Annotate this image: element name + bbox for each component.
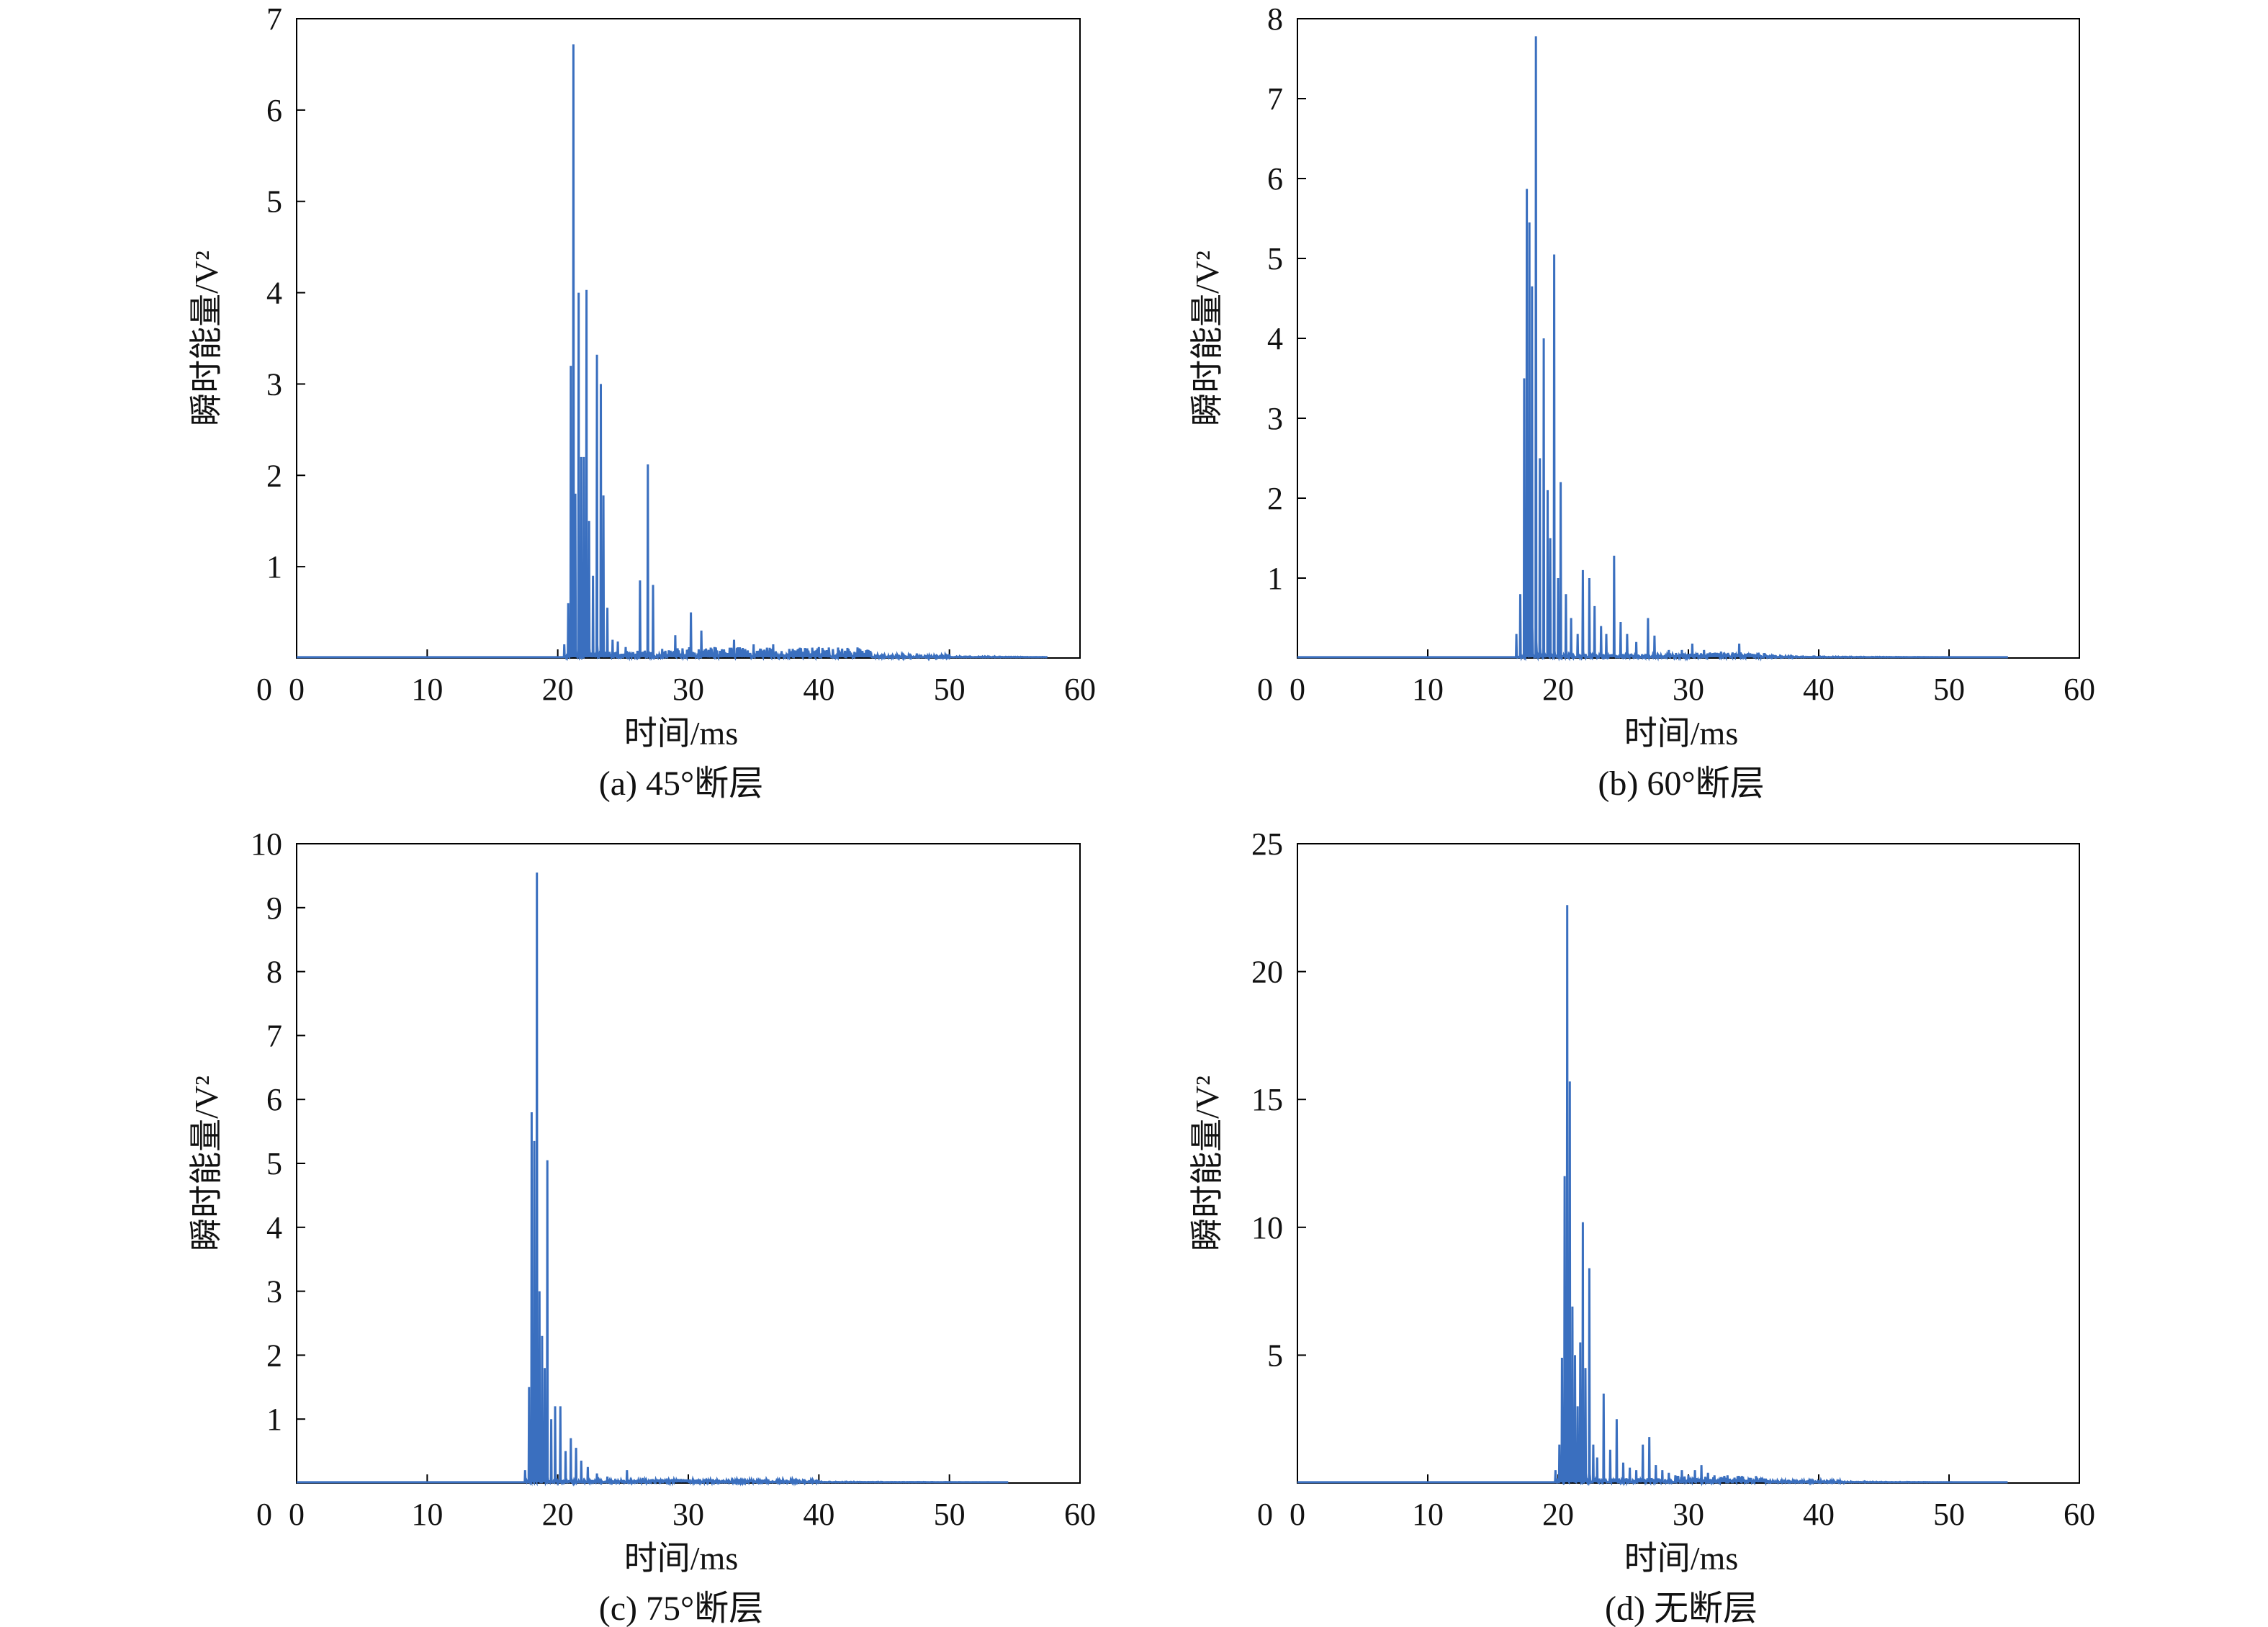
plot-frame xyxy=(1297,843,2080,1484)
x-tick-label: 50 xyxy=(934,1497,966,1532)
y-tick-label: 5 xyxy=(1267,1338,1283,1373)
y-origin-label: 0 xyxy=(256,672,272,707)
y-tick-label: 3 xyxy=(1267,401,1283,436)
y-axis-label: 瞬时能量/V² xyxy=(188,251,225,426)
y-origin-label: 0 xyxy=(256,1497,272,1532)
x-axis-label: 时间/ms xyxy=(624,1540,738,1577)
y-tick-label: 9 xyxy=(266,891,282,926)
x-tick-label: 20 xyxy=(1542,672,1574,707)
x-tick-label: 0 xyxy=(1290,672,1305,707)
y-tick-label: 4 xyxy=(266,1210,282,1245)
x-tick-label: 20 xyxy=(1542,1497,1574,1532)
y-tick-label: 6 xyxy=(1267,161,1283,197)
chart-panel-3: 0 10 20 30 40 50 60 0 1 2 3 4 5 6 7 8 9 10 时间/ms 瞬时能量/V² (c)… xyxy=(188,826,1096,1627)
y-tick-label: 25 xyxy=(1251,826,1283,862)
y-axis-label: 瞬时能量/V² xyxy=(188,1076,225,1251)
plot-frame xyxy=(296,843,1081,1484)
chart-panel-4: 0 10 20 30 40 50 60 0 5 10 15 20 25 时间/ms 瞬时能量/V² (d) 无… xyxy=(1189,826,2095,1627)
x-tick-label: 20 xyxy=(542,672,574,707)
y-tick-label: 3 xyxy=(266,1274,282,1310)
panel-caption: (b) 60°断层 xyxy=(1598,765,1764,803)
energy-series-line xyxy=(1297,36,2008,662)
x-tick-label: 30 xyxy=(672,672,704,707)
y-tick-label: 6 xyxy=(266,1082,282,1117)
x-tick-label: 30 xyxy=(1673,672,1704,707)
y-tick-label: 6 xyxy=(266,93,282,128)
y-tick-label: 5 xyxy=(1267,241,1283,276)
panel-caption: (c) 75°断层 xyxy=(599,1590,763,1627)
y-tick-label: 15 xyxy=(1251,1082,1283,1117)
y-origin-label: 0 xyxy=(1257,672,1273,707)
chart-panel-2: 0 10 20 30 40 50 60 0 1 2 3 4 5 6 7 8 时间/ms 瞬时能量/V² (b) 60… xyxy=(1189,1,2095,803)
x-tick-label: 60 xyxy=(2064,672,2095,707)
energy-series-line xyxy=(297,44,1048,662)
x-tick-label: 10 xyxy=(411,672,443,707)
y-tick-label: 5 xyxy=(266,184,282,220)
y-tick-label: 7 xyxy=(266,1,282,37)
y-tick-label: 7 xyxy=(1267,81,1283,117)
y-tick-label: 20 xyxy=(1251,955,1283,990)
x-axis-label: 时间/ms xyxy=(1624,1540,1738,1577)
x-tick-label: 60 xyxy=(2064,1497,2095,1532)
x-tick-label: 0 xyxy=(1290,1497,1305,1532)
y-tick-label: 5 xyxy=(266,1146,282,1181)
y-tick-label: 8 xyxy=(266,955,282,990)
y-axis-label: 瞬时能量/V² xyxy=(1189,1076,1225,1251)
x-tick-label: 40 xyxy=(803,1497,834,1532)
panel-caption: (a) 45°断层 xyxy=(599,765,763,803)
x-tick-label: 50 xyxy=(1933,672,1965,707)
energy-series-line xyxy=(297,872,1009,1487)
plot-frame xyxy=(1297,18,2080,659)
y-axis-label: 瞬时能量/V² xyxy=(1189,251,1225,426)
y-tick-label: 1 xyxy=(266,549,282,585)
x-tick-label: 0 xyxy=(289,1497,305,1532)
x-tick-label: 10 xyxy=(1412,1497,1444,1532)
x-tick-label: 20 xyxy=(542,1497,574,1532)
y-tick-label: 8 xyxy=(1267,1,1283,37)
x-tick-label: 30 xyxy=(1673,1497,1704,1532)
y-tick-label: 7 xyxy=(266,1018,282,1053)
x-tick-label: 0 xyxy=(289,672,305,707)
y-tick-label: 1 xyxy=(1267,561,1283,596)
chart-panel-1: 0 10 20 30 40 50 60 0 1 2 3 4 5 6 7 时间/ms 瞬时能量/V² (a) 45°… xyxy=(188,1,1096,803)
x-tick-label: 50 xyxy=(934,672,966,707)
energy-series-line xyxy=(1297,905,2008,1487)
x-tick-label: 60 xyxy=(1064,1497,1096,1532)
y-tick-label: 2 xyxy=(266,1338,282,1373)
y-tick-label: 4 xyxy=(1267,321,1283,356)
x-tick-label: 50 xyxy=(1933,1497,1965,1532)
x-tick-label: 10 xyxy=(411,1497,443,1532)
x-tick-label: 30 xyxy=(672,1497,704,1532)
panel-caption: (d) 无断层 xyxy=(1605,1590,1758,1627)
y-tick-label: 2 xyxy=(266,458,282,493)
y-tick-label: 3 xyxy=(266,366,282,402)
y-tick-label: 4 xyxy=(266,276,282,311)
y-tick-label: 10 xyxy=(1251,1210,1283,1245)
x-tick-label: 40 xyxy=(803,672,834,707)
plot-frame xyxy=(296,18,1081,659)
x-tick-label: 10 xyxy=(1412,672,1444,707)
x-tick-label: 40 xyxy=(1803,1497,1835,1532)
x-tick-label: 60 xyxy=(1064,672,1096,707)
y-origin-label: 0 xyxy=(1257,1497,1273,1532)
x-tick-label: 40 xyxy=(1803,672,1835,707)
y-tick-label: 10 xyxy=(251,826,282,862)
x-axis-label: 时间/ms xyxy=(624,715,738,752)
y-tick-label: 1 xyxy=(266,1402,282,1437)
y-tick-label: 2 xyxy=(1267,481,1283,516)
x-axis-label: 时间/ms xyxy=(1624,715,1738,752)
